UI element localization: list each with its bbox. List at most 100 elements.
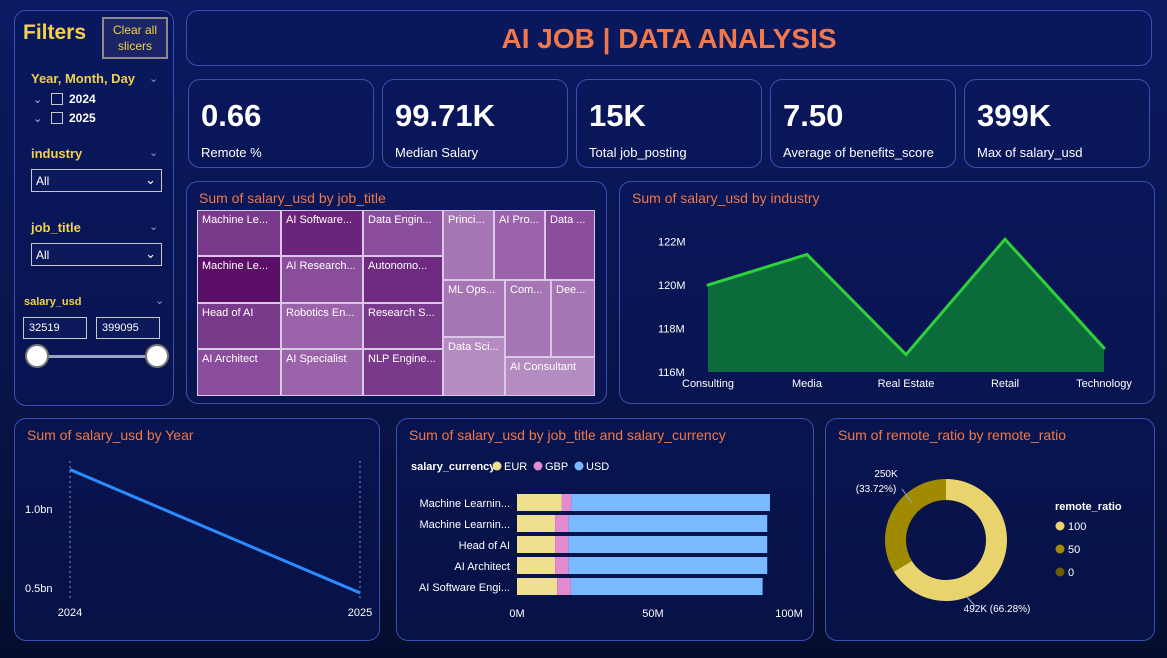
bar-segment — [570, 578, 763, 595]
chevron-down-icon[interactable]: ⌄ — [149, 73, 159, 85]
treemap-tile[interactable]: AI Architect — [197, 349, 281, 396]
kpi-value: 399K — [977, 98, 1052, 133]
legend-label: GBP — [545, 461, 568, 473]
bar-segment — [568, 536, 768, 553]
treemap-tile[interactable]: ML Ops... — [443, 280, 505, 337]
x-tick-label: 100M — [775, 608, 803, 620]
treemap-tile[interactable]: AI Specialist — [281, 349, 363, 396]
treemap-panel: Sum of salary_usd by job_title Machine L… — [186, 181, 607, 404]
data-point — [904, 353, 908, 357]
data-point — [805, 252, 809, 256]
year-chart-title: Sum of salary_usd by Year — [27, 427, 194, 443]
legend-marker — [1055, 567, 1065, 577]
stacked-bar-chart: salary_currency EUR GBP USD Machine Learnin.… — [411, 461, 803, 620]
bar-segment — [568, 557, 768, 574]
treemap-tile[interactable]: Data Engin... — [363, 210, 443, 256]
filters-title: Filters — [23, 21, 87, 44]
bar-segment — [568, 515, 768, 532]
treemap-tile[interactable]: Princi... — [443, 210, 494, 280]
y-tick-label: 118M — [658, 323, 685, 335]
kpi-card-median-salary[interactable]: 99.71K Median Salary — [382, 79, 568, 168]
header-banner: AI JOB | DATA ANALYSIS — [186, 10, 1152, 66]
treemap-tile[interactable]: NLP Engine... — [363, 349, 443, 396]
x-tick-label: 50M — [642, 608, 663, 620]
kpi-label: Total job_posting — [589, 145, 687, 160]
industry-chart-panel: Sum of salary_usd by industry 116M 118M 12… — [619, 181, 1155, 404]
y-tick-label: Machine Learnin... — [420, 519, 511, 531]
clear-all-slicers-button[interactable]: Clear all slicers — [102, 17, 168, 59]
treemap-tile[interactable]: Research S... — [363, 303, 443, 349]
salary-min-input[interactable]: 32519 — [23, 317, 87, 339]
kpi-value: 0.66 — [201, 98, 262, 133]
treemap-tile[interactable]: AI Pro... — [494, 210, 545, 280]
kpi-card-max-salary[interactable]: 399K Max of salary_usd — [964, 79, 1150, 168]
year-line-chart: 2024 2025 0.5bn 1.0bn — [25, 461, 372, 619]
leader-line — [965, 595, 977, 608]
job-title-slicer-label: job_title — [31, 220, 81, 235]
x-tick-label: Retail — [991, 378, 1019, 390]
data-point — [1003, 237, 1007, 241]
job-title-dropdown[interactable]: All ⌄ — [31, 243, 162, 266]
treemap-tile[interactable]: AI Software... — [281, 210, 363, 256]
bar-segment — [517, 515, 556, 532]
salary-slider-max-handle[interactable] — [145, 344, 169, 368]
kpi-label: Average of benefits_score — [783, 145, 934, 160]
salary-slider-track[interactable] — [37, 355, 157, 358]
year-chart-panel: Sum of salary_usd by Year 2024 2025 0.5bn 1… — [14, 418, 380, 641]
checkbox-2025[interactable] — [51, 112, 63, 124]
remote-ratio-chart-panel: Sum of remote_ratio by remote_ratio 250K… — [825, 418, 1155, 641]
treemap-tile[interactable]: Data ... — [545, 210, 595, 280]
clear-label-line2: slicers — [117, 39, 152, 53]
y-tick-label: AI Architect — [454, 561, 510, 573]
legend-marker — [574, 461, 584, 471]
year-2025-item[interactable]: ⌄ 2025 — [33, 111, 96, 125]
bar-segment — [517, 557, 556, 574]
kpi-card-benefits-score[interactable]: 7.50 Average of benefits_score — [770, 79, 956, 168]
legend-label: 100 — [1068, 521, 1086, 533]
treemap-title: Sum of salary_usd by job_title — [199, 190, 386, 206]
year-2024-item[interactable]: ⌄ 2024 — [33, 92, 96, 106]
industry-chart-title: Sum of salary_usd by industry — [632, 190, 820, 206]
treemap-tile[interactable]: Data Sci... — [443, 337, 505, 396]
x-tick-label: Media — [792, 378, 823, 390]
chevron-down-icon[interactable]: ⌄ — [155, 295, 165, 307]
treemap-tile[interactable]: Autonomo... — [363, 256, 443, 303]
bar-chart-title: Sum of salary_usd by job_title and salar… — [409, 427, 726, 443]
treemap-tile[interactable]: Dee... — [551, 280, 595, 357]
x-tick-label: Consulting — [682, 378, 734, 390]
chevron-down-icon[interactable]: ⌄ — [33, 112, 43, 125]
bar-segment — [555, 515, 569, 532]
salary-slider-min-handle[interactable] — [25, 344, 49, 368]
bar-segment — [517, 578, 558, 595]
treemap-tile[interactable]: AI Consultant — [505, 357, 595, 396]
chevron-down-icon[interactable]: ⌄ — [145, 172, 156, 187]
treemap-tile[interactable]: Head of AI — [197, 303, 281, 349]
treemap-tile[interactable]: Robotics En... — [281, 303, 363, 349]
kpi-card-remote[interactable]: 0.66 Remote % — [188, 79, 374, 168]
bar-segment — [561, 494, 572, 511]
year-2025-label: 2025 — [69, 111, 96, 125]
page-title: AI JOB | DATA ANALYSIS — [501, 23, 837, 54]
chevron-down-icon[interactable]: ⌄ — [145, 246, 156, 261]
salary-max-input[interactable]: 399095 — [96, 317, 160, 339]
series-line — [69, 468, 361, 595]
chevron-down-icon[interactable]: ⌄ — [33, 93, 43, 106]
filters-panel: Filters Clear all slicers Year, Month, D… — [14, 10, 174, 406]
industry-dropdown[interactable]: All ⌄ — [31, 169, 162, 192]
y-tick-label: Machine Learnin... — [420, 498, 511, 510]
bar-segment — [571, 494, 770, 511]
treemap-tile[interactable]: AI Research... — [281, 256, 363, 303]
checkbox-2024[interactable] — [51, 93, 63, 105]
kpi-label: Remote % — [201, 145, 262, 160]
legend-title: remote_ratio — [1055, 501, 1122, 513]
chevron-down-icon[interactable]: ⌄ — [149, 147, 159, 159]
treemap-tile[interactable]: Com... — [505, 280, 551, 357]
leader-line — [901, 488, 913, 504]
currency-bar-chart-panel: Sum of salary_usd by job_title and salar… — [396, 418, 814, 641]
chevron-down-icon[interactable]: ⌄ — [149, 221, 159, 233]
industry-dropdown-value: All — [36, 174, 50, 188]
treemap-tile[interactable]: Machine Le... — [197, 256, 281, 303]
treemap-tile[interactable]: Machine Le... — [197, 210, 281, 256]
donut-chart: 250K (33.72%) 492K (66.28%) remote_ratio 100… — [856, 469, 1122, 615]
kpi-card-total-postings[interactable]: 15K Total job_posting — [576, 79, 762, 168]
